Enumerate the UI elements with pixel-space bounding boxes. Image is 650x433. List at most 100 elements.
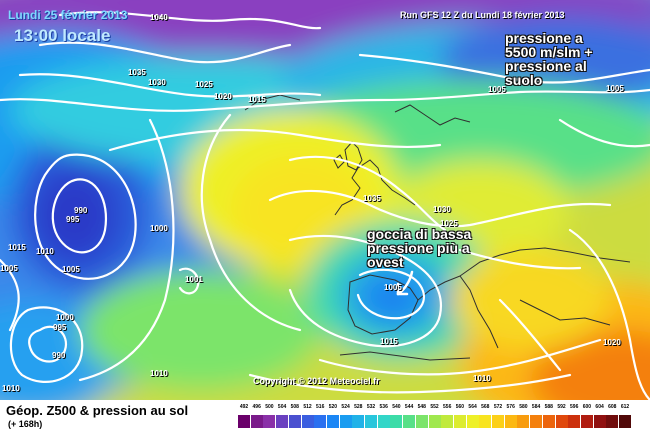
isobar-label: 1005 bbox=[62, 265, 80, 274]
scale-label: 580 bbox=[519, 404, 528, 410]
forecast-lead-time: (+ 168h) bbox=[8, 419, 43, 429]
isobar-label: 1040 bbox=[150, 13, 168, 22]
isobar-label: 1010 bbox=[36, 247, 54, 256]
scale-swatch bbox=[314, 415, 327, 428]
scale-label: 592 bbox=[557, 404, 566, 410]
forecast-date: Lundi 25 février 2013 bbox=[8, 8, 128, 22]
scale-swatch bbox=[352, 415, 365, 428]
scale-label: 604 bbox=[595, 404, 604, 410]
isobar-label: 1005 bbox=[384, 283, 402, 292]
scale-swatch bbox=[453, 415, 466, 428]
isobar-label: 995 bbox=[53, 323, 67, 332]
isobar-label: 1010 bbox=[2, 384, 20, 393]
isobar-label: 1001 bbox=[185, 275, 203, 284]
isobar-label: 1025 bbox=[440, 219, 458, 228]
scale-label: 516 bbox=[316, 404, 325, 410]
scale-swatch bbox=[250, 415, 263, 428]
scale-swatch bbox=[555, 415, 568, 428]
scale-swatch bbox=[415, 415, 428, 428]
scale-swatch bbox=[377, 415, 390, 428]
isobar-label: 1030 bbox=[148, 78, 166, 87]
scale-swatch bbox=[568, 415, 581, 428]
isobar-label: 1025 bbox=[195, 80, 213, 89]
scale-swatch bbox=[288, 415, 301, 428]
isobar-label: 1035 bbox=[363, 194, 381, 203]
model-run: Run GFS 12 Z du Lundi 18 février 2013 bbox=[400, 10, 565, 20]
isobar-label: 1030 bbox=[433, 205, 451, 214]
annotation-line: pressione al bbox=[505, 58, 587, 74]
scale-swatch bbox=[619, 415, 631, 428]
map-legend-title: Géop. Z500 & pression au sol bbox=[6, 403, 189, 418]
annotation-line: pressione a bbox=[505, 30, 583, 46]
isobar-label: 1010 bbox=[473, 374, 491, 383]
isobar-label: 1015 bbox=[248, 95, 266, 104]
isobar-label: 1020 bbox=[214, 92, 232, 101]
scale-label: 584 bbox=[531, 404, 541, 410]
scale-label: 564 bbox=[468, 404, 477, 410]
pressure-annotation: pressione a 5500 m/slm + pressione al su… bbox=[505, 31, 593, 87]
scale-label: 552 bbox=[430, 404, 439, 410]
isobar-label: 990 bbox=[74, 206, 88, 215]
scale-swatch bbox=[530, 415, 543, 428]
isobar-label: 1000 bbox=[56, 313, 74, 322]
scale-swatch bbox=[542, 415, 555, 428]
scale-swatch bbox=[441, 415, 454, 428]
scale-swatch bbox=[517, 415, 530, 428]
annotation-line: 5500 m/slm + bbox=[505, 44, 593, 60]
weather-map bbox=[0, 0, 650, 400]
scale-label: 508 bbox=[290, 404, 299, 410]
scale-label: 504 bbox=[277, 404, 287, 410]
scale-swatch bbox=[492, 415, 504, 428]
scale-label: 568 bbox=[481, 404, 490, 410]
annotation-line: goccia di bassa bbox=[367, 226, 472, 242]
scale-label: 492 bbox=[239, 404, 249, 410]
scale-label: 572 bbox=[493, 404, 503, 410]
annotation-line: ovest bbox=[367, 254, 404, 270]
scale-swatch bbox=[428, 415, 441, 428]
isobar-label: 1020 bbox=[603, 338, 621, 347]
scale-label: 556 bbox=[443, 404, 452, 410]
scale-swatch bbox=[301, 415, 314, 428]
scale-label: 544 bbox=[404, 404, 414, 410]
copyright: Copyright © 2012 Meteociel.fr bbox=[253, 376, 380, 386]
annotation-line: pressione più a bbox=[367, 240, 470, 256]
scale-label: 596 bbox=[570, 404, 579, 410]
scale-label: 524 bbox=[341, 404, 350, 410]
isobar-label: 1000 bbox=[150, 224, 168, 233]
scale-swatch bbox=[580, 415, 593, 428]
isobar-label: 1010 bbox=[150, 369, 168, 378]
isobar-label: 1005 bbox=[0, 264, 18, 273]
scale-swatch bbox=[403, 415, 416, 428]
low-annotation: goccia di bassa pressione più a ovest bbox=[367, 227, 471, 269]
scale-label: 532 bbox=[366, 404, 376, 410]
scale-swatch bbox=[390, 415, 403, 428]
scale-swatch bbox=[593, 415, 606, 428]
scale-label: 608 bbox=[608, 404, 617, 410]
scale-swatch bbox=[365, 415, 377, 428]
scale-swatch bbox=[339, 415, 352, 428]
scale-swatch bbox=[326, 415, 339, 428]
scale-label: 600 bbox=[582, 404, 592, 410]
scale-swatch bbox=[238, 415, 250, 428]
scale-swatch bbox=[263, 415, 276, 428]
scale-label: 540 bbox=[392, 404, 401, 410]
scale-label: 576 bbox=[506, 404, 515, 410]
isobar-label: 1015 bbox=[380, 337, 398, 346]
scale-label: 520 bbox=[328, 404, 338, 410]
isobar-label: 995 bbox=[66, 215, 80, 224]
scale-swatch bbox=[504, 415, 517, 428]
isobar-label: 1005 bbox=[606, 84, 624, 93]
scale-label: 512 bbox=[303, 404, 312, 410]
annotation-line: suolo bbox=[505, 72, 543, 88]
scale-label: 500 bbox=[265, 404, 274, 410]
isobar-label: 990 bbox=[52, 351, 66, 360]
isobar-label: 1005 bbox=[488, 85, 506, 94]
scale-swatch bbox=[466, 415, 479, 428]
scale-label: 548 bbox=[417, 404, 426, 410]
scale-swatch bbox=[606, 415, 619, 428]
scale-swatch bbox=[479, 415, 492, 428]
scale-label: 536 bbox=[379, 404, 388, 410]
scale-label: 496 bbox=[252, 404, 261, 410]
scale-label: 588 bbox=[544, 404, 553, 410]
isobar-label: 1015 bbox=[8, 243, 26, 252]
